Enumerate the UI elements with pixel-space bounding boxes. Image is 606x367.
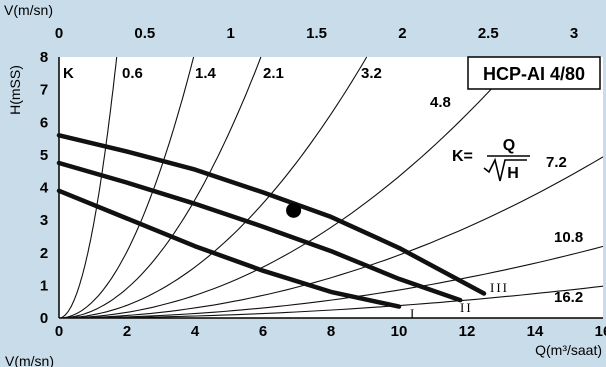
- x-tick-label: 16: [595, 323, 606, 340]
- y-tick-label: 2: [40, 245, 48, 262]
- system-curve: [60, 156, 604, 319]
- k-formula-numerator: Q: [503, 137, 515, 154]
- pump-curve-I: [56, 188, 402, 309]
- k-label: 0.6: [122, 65, 143, 82]
- y-tick-label: 3: [40, 212, 48, 229]
- k-formula-denominator: H: [507, 165, 519, 182]
- k-label: 16.2: [554, 289, 583, 306]
- x-tick-label: 6: [259, 323, 267, 340]
- pump-curve-label: I: [410, 306, 416, 321]
- system-curve: [60, 56, 118, 319]
- system-curve: [60, 285, 604, 319]
- y-axis-label: H(mSS): [7, 65, 23, 115]
- x-axis-label: Q(m³/saat): [535, 342, 602, 358]
- pump-curve-II: [56, 160, 463, 303]
- top-tick-label: 1: [227, 25, 235, 42]
- top-tick-label: 0.5: [134, 25, 155, 42]
- top-tick-label: 0: [55, 25, 63, 42]
- y-tick-label: 7: [40, 82, 48, 99]
- k-formula-lhs: K=: [452, 148, 473, 165]
- pump-curve-label: II: [460, 300, 473, 315]
- y-tick-label: 4: [40, 180, 49, 197]
- x-tick-label: 12: [459, 323, 476, 340]
- k-label: 10.8: [554, 229, 583, 246]
- operating-point: [286, 202, 302, 218]
- x-tick-label: 2: [123, 323, 131, 340]
- system-curve: [60, 56, 522, 319]
- system-curve: [60, 56, 262, 319]
- top-tick-label: 2: [398, 25, 406, 42]
- k-label: 4.8: [430, 94, 451, 111]
- x-tick-label: 4: [191, 323, 200, 340]
- k-label: 1.4: [195, 65, 217, 82]
- y-tick-label: 5: [40, 147, 48, 164]
- k-formula: K= Q H: [452, 137, 530, 182]
- bottom-corner-label: V(m/sn): [5, 353, 54, 367]
- chart-title: HCP-AI 4/80: [483, 64, 585, 84]
- k-label: 2.1: [263, 65, 284, 82]
- k-label: 3.2: [361, 65, 382, 82]
- y-tick-label: 6: [40, 114, 48, 131]
- x-tick-label: 8: [327, 323, 335, 340]
- top-tick-label: 1.5: [306, 25, 327, 42]
- pump-curve-label: III: [490, 280, 509, 295]
- x-tick-label: 14: [527, 323, 544, 340]
- system-curve: [60, 245, 604, 319]
- system-curve: [60, 56, 195, 319]
- y-tick-label: 8: [40, 49, 48, 66]
- sqrt-sign: [483, 157, 527, 182]
- ticks: 024681012141601234567800.511.522.53: [40, 25, 606, 340]
- top-tick-label: 3: [570, 25, 578, 42]
- k-label: 7.2: [546, 154, 567, 171]
- top-tick-label: 2.5: [478, 25, 499, 42]
- y-tick-label: 1: [40, 277, 48, 294]
- x-tick-label: 10: [391, 323, 408, 340]
- pump-curve-III: [56, 133, 487, 296]
- top-axis-label: V(m/sn): [4, 2, 53, 18]
- y-tick-label: 0: [40, 310, 48, 327]
- x-tick-label: 0: [55, 323, 63, 340]
- k-header: K: [63, 65, 74, 82]
- title-box: HCP-AI 4/80: [467, 56, 601, 90]
